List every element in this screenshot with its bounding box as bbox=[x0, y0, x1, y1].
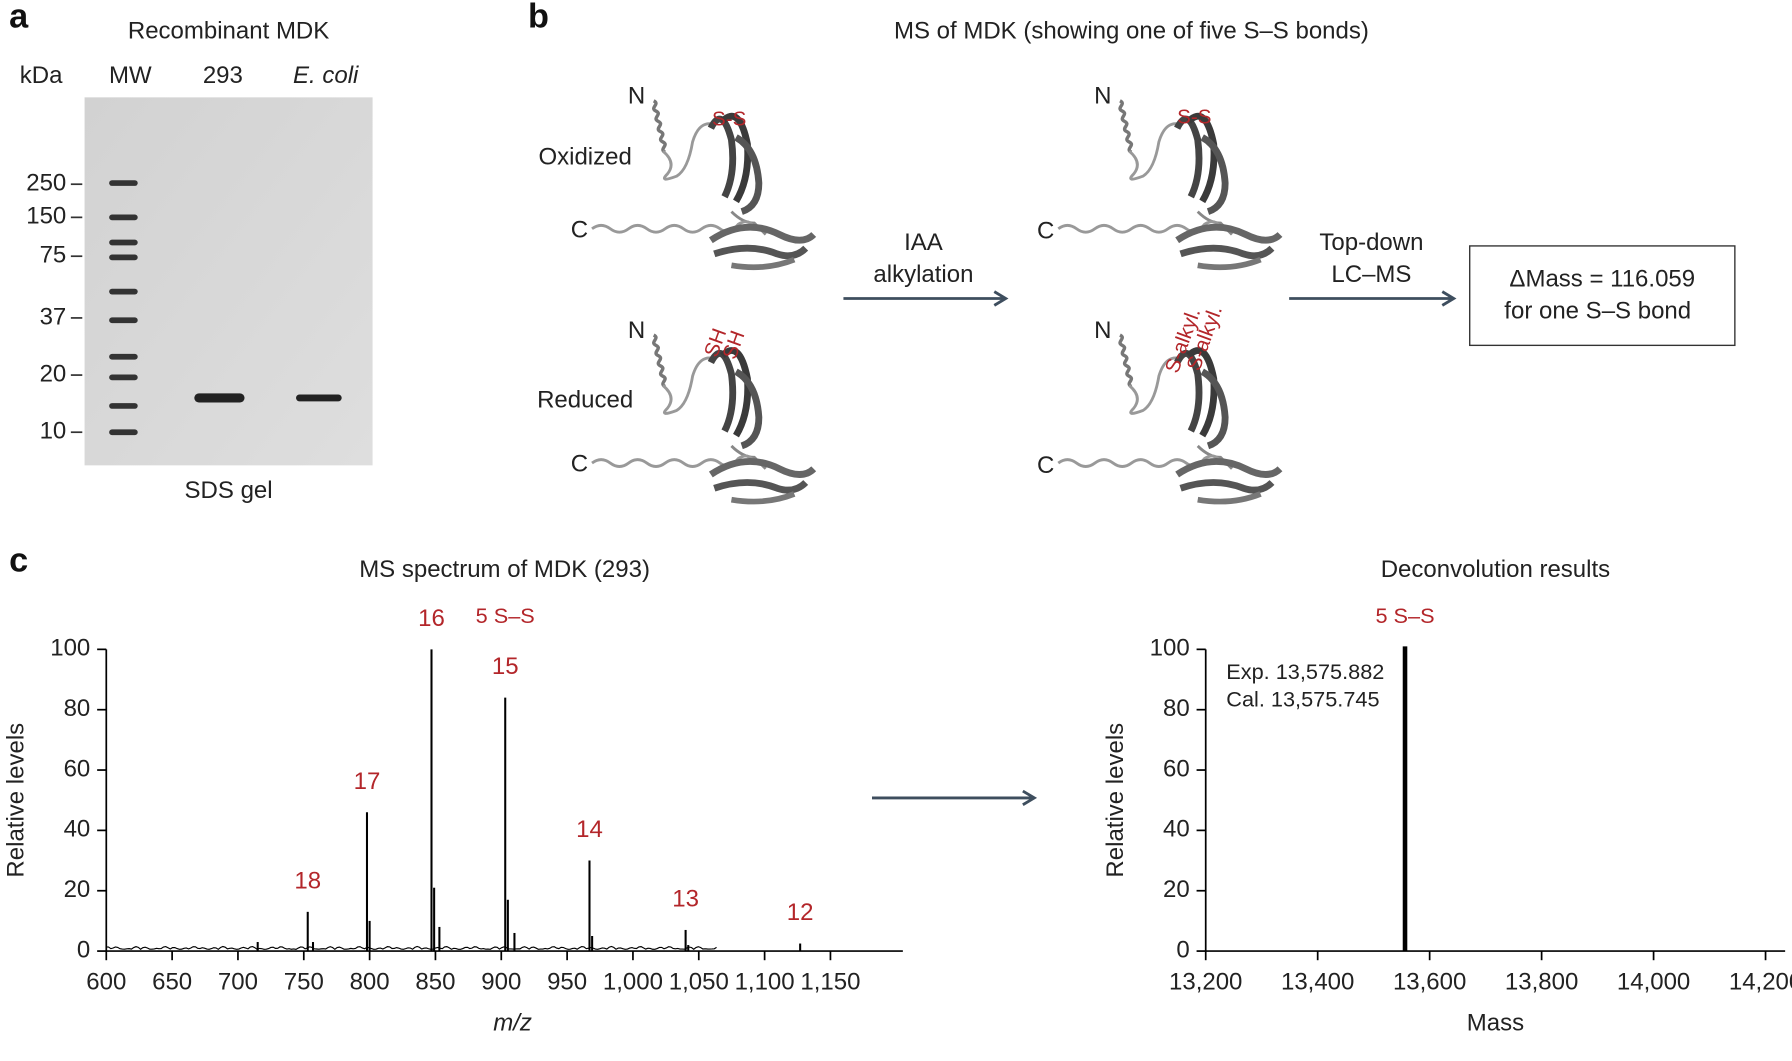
step-label: Top-down bbox=[1319, 229, 1423, 256]
panel-letter: b bbox=[528, 0, 549, 36]
x-tick-label: 1,100 bbox=[735, 968, 795, 995]
ladder-label: 37 bbox=[40, 303, 67, 330]
peak-label: 13 bbox=[672, 886, 699, 913]
result-box bbox=[1469, 245, 1736, 347]
lane-label: E. coli bbox=[293, 62, 359, 89]
gel-title: Recombinant MDK bbox=[128, 18, 329, 45]
note: Exp. 13,575.882 bbox=[1226, 659, 1384, 684]
x-tick-label: 700 bbox=[218, 968, 258, 995]
x-tick-label: 1,000 bbox=[603, 968, 663, 995]
y-tick-label: 40 bbox=[64, 816, 91, 843]
x-tick-label: 800 bbox=[350, 968, 390, 995]
y-tick-label: 40 bbox=[1163, 816, 1190, 843]
ladder-label: 150 bbox=[26, 203, 66, 230]
ladder-label: 10 bbox=[40, 418, 67, 445]
terminus: C bbox=[1037, 218, 1054, 245]
y-tick-label: 100 bbox=[50, 635, 90, 662]
y-tick-label: 80 bbox=[1163, 695, 1190, 722]
y-tick-label: 100 bbox=[1150, 635, 1190, 662]
panel-letter: c bbox=[9, 542, 28, 580]
y-axis-label: Relative levels bbox=[1102, 723, 1129, 878]
y-tick-label: 0 bbox=[1176, 936, 1189, 963]
x-tick-label: 13,600 bbox=[1393, 968, 1466, 995]
x-tick-label: 1,150 bbox=[800, 968, 860, 995]
y-tick-label: 60 bbox=[64, 755, 91, 782]
y-axis-label: Relative levels bbox=[2, 723, 29, 878]
ladder-label: 250 bbox=[26, 170, 66, 197]
ladder-label: 20 bbox=[40, 360, 67, 387]
peak-label: 18 bbox=[294, 867, 321, 894]
x-tick-label: 900 bbox=[481, 968, 521, 995]
terminus: N bbox=[1094, 83, 1111, 110]
x-tick-label: 13,400 bbox=[1281, 968, 1354, 995]
x-tick-label: 1,050 bbox=[669, 968, 729, 995]
step-label: LC–MS bbox=[1331, 261, 1411, 288]
terminus: N bbox=[628, 83, 645, 110]
chart-title: MS spectrum of MDK (293) bbox=[359, 556, 650, 583]
x-tick-label: 850 bbox=[415, 968, 455, 995]
gel bbox=[84, 97, 373, 466]
ladder-label: 75 bbox=[40, 242, 67, 269]
y-tick-label: 0 bbox=[77, 936, 90, 963]
x-axis-label: m/z bbox=[493, 1010, 532, 1037]
terminus: C bbox=[1037, 452, 1054, 479]
y-tick-label: 60 bbox=[1163, 755, 1190, 782]
result-text: ΔMass = 116.059 bbox=[1509, 266, 1695, 293]
x-tick-label: 650 bbox=[152, 968, 192, 995]
protein bbox=[1058, 101, 1280, 267]
peak-label: 15 bbox=[492, 653, 519, 680]
peak-label: 16 bbox=[418, 605, 445, 632]
protein bbox=[592, 101, 814, 267]
arrow bbox=[843, 290, 1009, 307]
note: Cal. 13,575.745 bbox=[1226, 687, 1379, 712]
chart-title: Deconvolution results bbox=[1381, 556, 1610, 583]
baseline-noise bbox=[106, 945, 717, 951]
step-label: alkylation bbox=[873, 261, 973, 288]
peak-label: 12 bbox=[787, 899, 814, 926]
ladder-bands bbox=[109, 180, 138, 436]
result-text: for one S–S bond bbox=[1504, 298, 1691, 325]
terminus: N bbox=[628, 317, 645, 344]
x-axis-label: Mass bbox=[1467, 1010, 1524, 1037]
peak-label: 14 bbox=[576, 816, 603, 843]
protein bbox=[592, 335, 814, 501]
annotation: 5 S–S bbox=[476, 603, 535, 628]
panel-letter: a bbox=[9, 0, 29, 36]
y-tick-label: 80 bbox=[64, 695, 91, 722]
arrow bbox=[1289, 290, 1457, 307]
arrow bbox=[872, 789, 1038, 807]
ladder-ticks bbox=[70, 183, 83, 434]
terminus: N bbox=[1094, 317, 1111, 344]
x-tick-label: 950 bbox=[547, 968, 587, 995]
step-label: IAA bbox=[904, 229, 943, 256]
x-tick-label: 600 bbox=[86, 968, 126, 995]
y-tick-label: 20 bbox=[1163, 876, 1190, 903]
gel-caption: SDS gel bbox=[185, 477, 273, 504]
x-tick-label: 13,800 bbox=[1505, 968, 1578, 995]
x-tick-label: 750 bbox=[284, 968, 324, 995]
x-tick-label: 13,200 bbox=[1169, 968, 1242, 995]
x-tick-label: 14,200 bbox=[1729, 968, 1792, 995]
peak-label: 17 bbox=[354, 768, 381, 795]
site-label: S-S bbox=[1177, 105, 1211, 128]
terminus: C bbox=[571, 216, 588, 243]
state-label: Reduced bbox=[537, 387, 633, 414]
annotation: 5 S–S bbox=[1375, 603, 1434, 628]
scheme-title: MS of MDK (showing one of five S–S bonds… bbox=[894, 18, 1369, 45]
terminus: C bbox=[571, 451, 588, 478]
lane-label: 293 bbox=[203, 62, 243, 89]
lane-label: MW bbox=[109, 62, 152, 89]
site-label: S-S bbox=[712, 108, 746, 131]
unit-label: kDa bbox=[20, 62, 63, 89]
state-label: Oxidized bbox=[538, 143, 631, 170]
x-tick-label: 14,000 bbox=[1617, 968, 1690, 995]
y-tick-label: 20 bbox=[64, 876, 91, 903]
